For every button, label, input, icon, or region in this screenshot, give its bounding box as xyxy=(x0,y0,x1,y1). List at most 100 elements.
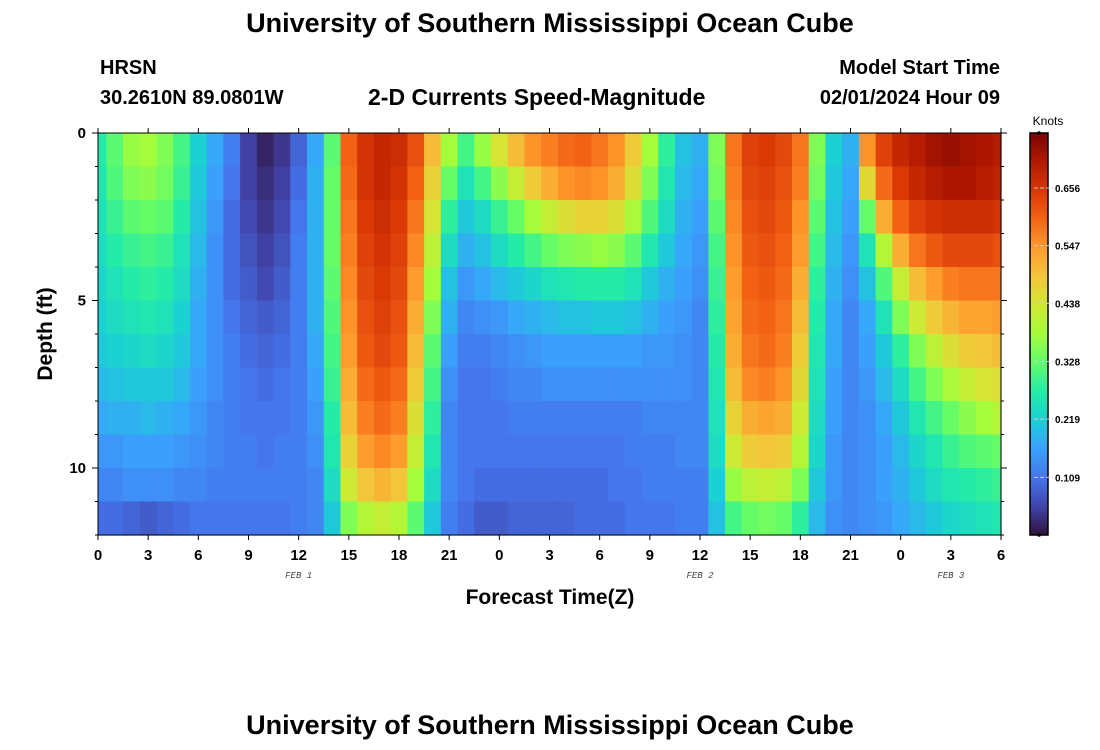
heatmap-cell xyxy=(674,434,693,469)
x-tick-label: 0 xyxy=(495,547,503,564)
heatmap-cell xyxy=(256,468,275,503)
heatmap-cell xyxy=(173,166,191,201)
heatmap-cell xyxy=(574,468,592,503)
heatmap-cell xyxy=(474,300,492,335)
heatmap-cell xyxy=(440,233,459,268)
heatmap-cell xyxy=(658,367,676,402)
heatmap-cell xyxy=(357,166,375,201)
heatmap-cell xyxy=(240,166,258,201)
heatmap-cell xyxy=(959,233,977,268)
heatmap-cell xyxy=(173,334,191,369)
heatmap-cell xyxy=(424,367,442,402)
heatmap-cell xyxy=(474,434,492,469)
heatmap-cell xyxy=(273,468,291,503)
heatmap-cell xyxy=(507,200,526,235)
heatmap-cell xyxy=(307,401,325,436)
heatmap-cell xyxy=(440,166,459,201)
heatmap-cell xyxy=(624,401,643,436)
heatmap-cell xyxy=(507,468,526,503)
heatmap-cell xyxy=(909,468,927,503)
heatmap-cell xyxy=(139,267,158,302)
heatmap-cell xyxy=(106,300,124,335)
heatmap-cell xyxy=(591,434,609,469)
heatmap-cell xyxy=(708,166,726,201)
heatmap-cell xyxy=(390,367,408,402)
heatmap-cell xyxy=(858,233,877,268)
heatmap-cell xyxy=(791,468,810,503)
heatmap-cell xyxy=(474,166,492,201)
heatmap-cell xyxy=(390,233,408,268)
heatmap-cell xyxy=(189,166,208,201)
heatmap-cell xyxy=(959,267,977,302)
heatmap-cell xyxy=(524,334,542,369)
heatmap-cell xyxy=(273,233,291,268)
heatmap-cell xyxy=(825,300,843,335)
x-tick-label: 12 xyxy=(290,547,307,564)
heatmap-cell xyxy=(741,233,760,268)
heatmap-cell xyxy=(390,166,408,201)
heatmap-cell xyxy=(975,334,994,369)
heatmap-cell xyxy=(440,401,459,436)
heatmap-cell xyxy=(942,133,960,168)
heatmap-cell xyxy=(691,233,709,268)
heatmap-cell xyxy=(959,200,977,235)
heatmap-cell xyxy=(641,166,659,201)
heatmap-cell xyxy=(323,233,342,268)
heatmap-cell xyxy=(256,401,275,436)
heatmap-cell xyxy=(273,501,291,536)
heatmap-cell xyxy=(223,200,241,235)
heatmap-cell xyxy=(524,233,542,268)
heatmap-cell xyxy=(490,434,509,469)
heatmap-cell xyxy=(407,468,425,503)
y-tick-label: 0 xyxy=(78,125,86,142)
heatmap-cell xyxy=(591,468,609,503)
heatmap-cell xyxy=(273,267,291,302)
heatmap-cell xyxy=(323,434,342,469)
heatmap-cell xyxy=(992,200,1002,235)
heatmap-cell xyxy=(858,300,877,335)
heatmap-cell xyxy=(357,233,375,268)
heatmap-cell xyxy=(992,334,1002,369)
heatmap-cell xyxy=(106,200,124,235)
heatmap-cell xyxy=(524,434,542,469)
heatmap-cell xyxy=(825,334,843,369)
heatmap-cell xyxy=(624,367,643,402)
heatmap-cell xyxy=(591,300,609,335)
heatmap-cell xyxy=(541,300,559,335)
heatmap-cell xyxy=(256,267,275,302)
heatmap-cell xyxy=(975,133,994,168)
heatmap-cell xyxy=(691,200,709,235)
heatmap-cell xyxy=(457,501,475,536)
heatmap-cell xyxy=(98,267,107,302)
heatmap-cell xyxy=(791,367,810,402)
heatmap-cell xyxy=(808,367,827,402)
heatmap-cell xyxy=(658,166,676,201)
heatmap-cell xyxy=(507,501,526,536)
heatmap-cell xyxy=(123,267,141,302)
heatmap-cell xyxy=(240,434,258,469)
heatmap-cell xyxy=(658,334,676,369)
heatmap-cell xyxy=(875,434,893,469)
heatmap-cell xyxy=(557,334,576,369)
heatmap-cell xyxy=(674,267,693,302)
heatmap-cell xyxy=(992,501,1002,536)
heatmap-cell xyxy=(842,401,860,436)
heatmap-cell xyxy=(925,267,944,302)
heatmap-cell xyxy=(691,300,709,335)
x-tick-label: 0 xyxy=(896,547,904,564)
x-tick-label: 12 xyxy=(692,547,709,564)
heatmap-cell xyxy=(641,300,659,335)
heatmap-cell xyxy=(691,133,709,168)
heatmap-cell xyxy=(206,334,225,369)
heatmap-cell xyxy=(942,468,960,503)
heatmap-cell xyxy=(123,401,141,436)
heatmap-cell xyxy=(189,434,208,469)
heatmap-cell xyxy=(557,300,576,335)
heatmap-cell xyxy=(825,434,843,469)
heatmap-cell xyxy=(959,334,977,369)
heatmap-cell xyxy=(842,133,860,168)
heatmap-cell xyxy=(541,501,559,536)
heatmap-cell xyxy=(858,501,877,536)
heatmap-cell xyxy=(725,334,743,369)
heatmap-cell xyxy=(373,468,392,503)
